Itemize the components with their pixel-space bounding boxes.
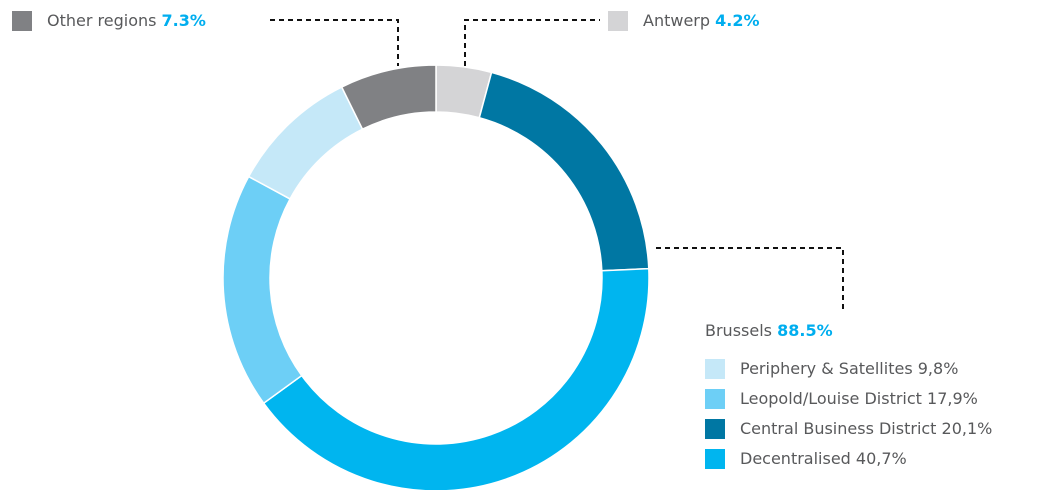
legend-value: 7.3% bbox=[162, 11, 206, 30]
leader-line bbox=[464, 19, 600, 66]
legend-value: 40,7% bbox=[856, 449, 907, 468]
legend-name: Central Business District bbox=[740, 419, 936, 438]
legend-swatch bbox=[12, 11, 32, 31]
group-label: Brussels 88.5% bbox=[705, 321, 833, 340]
donut-slice bbox=[478, 71, 650, 272]
legend-name: Antwerp bbox=[643, 11, 710, 30]
legend-swatch bbox=[705, 419, 725, 439]
legend-label: Central Business District 20,1% bbox=[740, 419, 992, 438]
legend-name: Periphery & Satellites bbox=[740, 359, 913, 378]
leader-line bbox=[656, 247, 844, 312]
legend-name: Decentralised bbox=[740, 449, 851, 468]
legend-label: Other regions 7.3% bbox=[47, 11, 206, 30]
donut-slice bbox=[262, 267, 650, 490]
legend-label: Periphery & Satellites 9,8% bbox=[740, 359, 958, 378]
donut-slice bbox=[222, 175, 303, 405]
group-name: Brussels bbox=[705, 321, 772, 340]
legend-value: 20,1% bbox=[942, 419, 993, 438]
group-value: 88.5% bbox=[777, 321, 833, 340]
legend-label: Antwerp 4.2% bbox=[643, 11, 760, 30]
legend-label: Leopold/Louise District 17,9% bbox=[740, 389, 978, 408]
donut-slice bbox=[340, 64, 437, 131]
legend-name: Other regions bbox=[47, 11, 156, 30]
legend-swatch bbox=[608, 11, 628, 31]
donut-slice bbox=[247, 86, 364, 200]
legend-swatch bbox=[705, 449, 725, 469]
legend-swatch bbox=[705, 389, 725, 409]
legend-name: Leopold/Louise District bbox=[740, 389, 922, 408]
legend-value: 4.2% bbox=[715, 11, 759, 30]
legend-value: 9,8% bbox=[918, 359, 959, 378]
leader-line bbox=[270, 19, 399, 66]
legend-label: Decentralised 40,7% bbox=[740, 449, 907, 468]
legend-swatch bbox=[705, 359, 725, 379]
legend-value: 17,9% bbox=[927, 389, 978, 408]
